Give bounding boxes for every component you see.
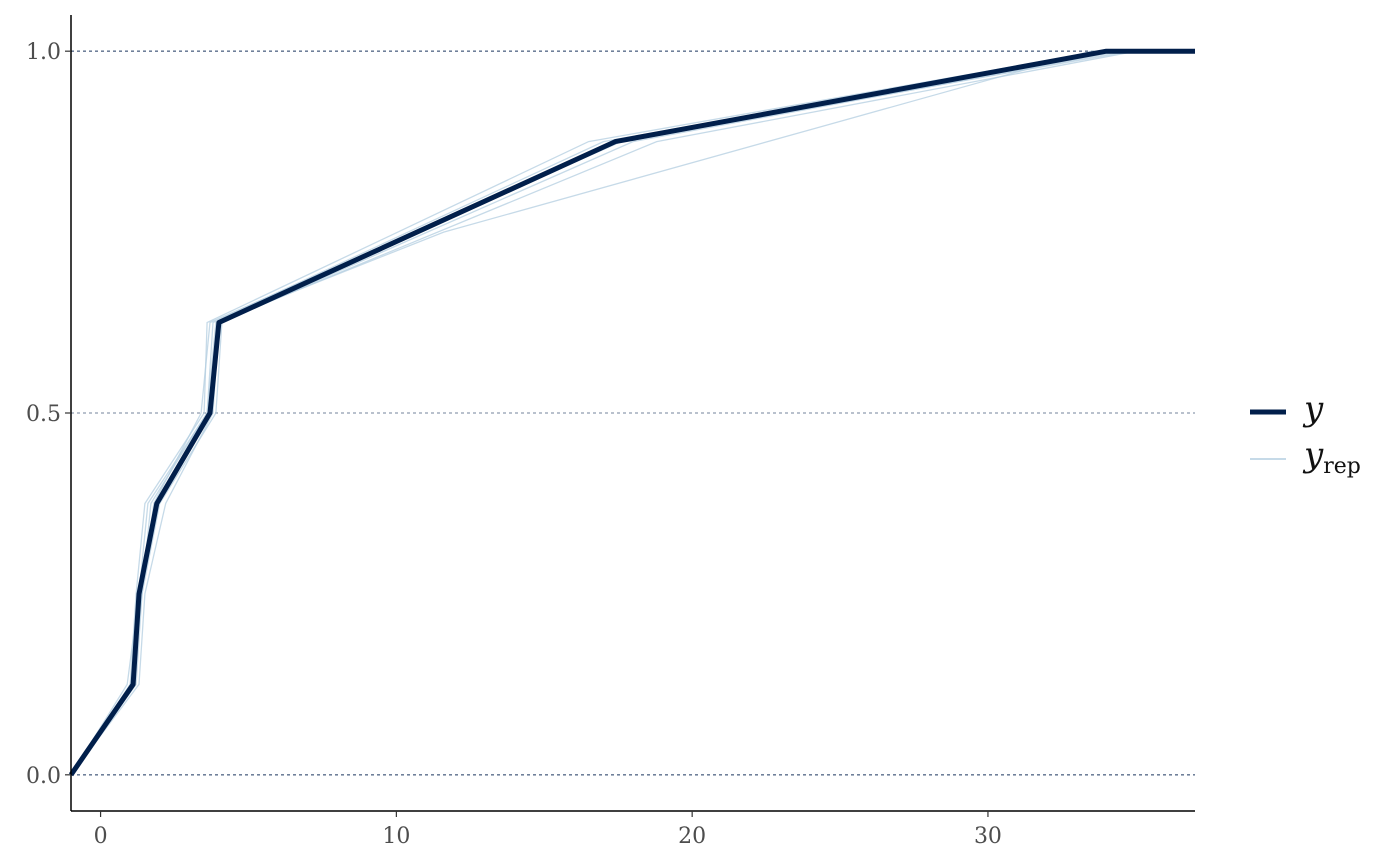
yrep-line-3 xyxy=(70,50,1195,776)
legend: y yrep xyxy=(1250,389,1361,479)
y-tick-label: 0.5 xyxy=(26,402,61,427)
legend-label-yrep-subscript: rep xyxy=(1323,454,1361,479)
x-tick-label: 0 xyxy=(94,824,108,849)
x-tick-label: 20 xyxy=(678,824,706,849)
x-axis-ticks: 0 10 20 30 xyxy=(94,811,1002,849)
reference-lines xyxy=(71,50,1195,776)
x-tick-label: 10 xyxy=(382,824,410,849)
y-tick-label: 1.0 xyxy=(26,40,61,65)
x-tick-label: 30 xyxy=(974,824,1002,849)
observed-series xyxy=(68,48,1195,777)
y-axis-ticks: 0.0 0.5 1.0 xyxy=(26,40,71,789)
legend-label-y: y xyxy=(1302,389,1324,429)
y-line xyxy=(68,48,1195,777)
legend-label-yrep: yrep xyxy=(1302,435,1361,479)
y-tick-label: 0.0 xyxy=(26,764,61,789)
legend-label-yrep-base: y xyxy=(1302,435,1324,475)
